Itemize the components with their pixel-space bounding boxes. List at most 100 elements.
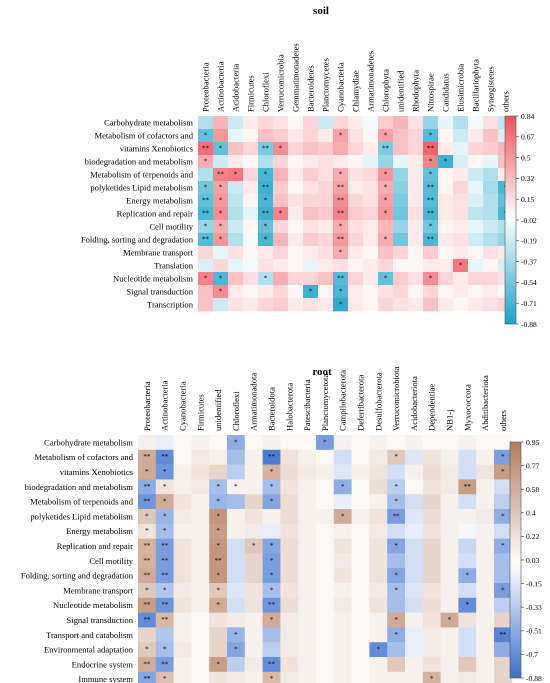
- soil-cell: [333, 220, 349, 234]
- soil-cell: [273, 129, 289, 143]
- root-cell: [333, 538, 352, 554]
- root-cell: [440, 597, 459, 613]
- root-cell: [227, 464, 246, 480]
- root-cell: [227, 671, 246, 683]
- root-cell: [476, 523, 495, 539]
- root-cell: [387, 509, 406, 525]
- root-cell: [244, 523, 263, 539]
- soil-cell: [318, 155, 334, 169]
- soil-significance-mark: **: [262, 145, 270, 153]
- soil-cell: [483, 285, 499, 299]
- soil-cell: [288, 220, 304, 234]
- soil-cell: [378, 142, 394, 156]
- soil-cell: [408, 207, 424, 221]
- soil-cell: [288, 116, 304, 130]
- root-significance-mark: *: [270, 557, 274, 565]
- root-cell: [405, 479, 424, 495]
- root-cell: [494, 464, 513, 480]
- soil-cell: [348, 298, 364, 312]
- soil-row-label: Metabolism of terpenoids and: [90, 170, 194, 180]
- root-cell: [173, 642, 192, 658]
- root-significance-mark: **: [143, 542, 151, 550]
- soil-cell: [423, 285, 439, 299]
- root-cell: [387, 523, 406, 539]
- soil-cell: [453, 116, 469, 130]
- root-cell: [316, 627, 335, 643]
- soil-cell: [363, 285, 379, 299]
- soil-cell: [243, 116, 259, 130]
- root-significance-mark: **: [143, 498, 151, 506]
- root-cell: [405, 523, 424, 539]
- soil-cell: [453, 129, 469, 143]
- root-cell: [494, 642, 513, 658]
- root-cell: [209, 612, 228, 628]
- root-cell: [280, 583, 299, 599]
- root-cell: [369, 657, 388, 673]
- soil-cell: [348, 181, 364, 195]
- soil-column-label: Nitrospirae: [426, 73, 436, 112]
- root-cell: [244, 612, 263, 628]
- root-cell: [316, 494, 335, 510]
- soil-cell: [273, 155, 289, 169]
- root-cell: [155, 583, 174, 599]
- root-cell: [333, 583, 352, 599]
- soil-heatmap: * * * *** * ** * ** *** * *** * * * * ** * ** ** * **** * * ** *…: [81, 43, 537, 329]
- root-cell: [280, 509, 299, 525]
- root-significance-mark: *: [163, 468, 167, 476]
- soil-column-label: Cyanobacteria: [336, 62, 346, 112]
- root-cell: [458, 642, 477, 658]
- soil-column-label: Armatimonadetes: [366, 50, 376, 112]
- soil-column-label: Candidatus: [441, 73, 451, 112]
- root-colorbar-tick-label: 0.58: [526, 485, 539, 494]
- soil-significance-mark: *: [339, 288, 343, 296]
- root-significance-mark: *: [234, 631, 238, 639]
- root-significance-mark: **: [499, 631, 507, 639]
- root-cell: [476, 509, 495, 525]
- soil-cell: [198, 298, 214, 312]
- soil-cell: [303, 207, 319, 221]
- root-cell: [227, 657, 246, 673]
- soil-row-label: Carbohydrate metabolism: [104, 118, 193, 128]
- root-cell: [298, 612, 317, 628]
- soil-cell: [198, 155, 214, 169]
- root-cell: [298, 464, 317, 480]
- root-cell: [280, 494, 299, 510]
- root-column-label: Deferribacterota: [356, 375, 366, 431]
- soil-significance-mark: *: [204, 184, 208, 192]
- root-significance-mark: **: [161, 453, 169, 461]
- root-cell: [155, 479, 174, 495]
- soil-cell: [363, 155, 379, 169]
- soil-cell: [393, 116, 409, 130]
- root-significance-mark: **: [143, 616, 151, 624]
- soil-cell: [318, 233, 334, 247]
- soil-cell: [363, 272, 379, 286]
- root-significance-mark: *: [216, 512, 220, 520]
- root-cell: [458, 435, 477, 451]
- root-cell: [387, 494, 406, 510]
- root-row-label: polyketides Lipid metabolism: [30, 511, 133, 521]
- root-significance-mark: *: [163, 675, 167, 683]
- root-cell: [191, 494, 210, 510]
- root-cell: [244, 642, 263, 658]
- root-row-label: vitamins Xenobiotics: [60, 467, 134, 477]
- root-cell: [405, 597, 424, 613]
- soil-cell: [468, 116, 484, 130]
- root-cell: [138, 597, 157, 613]
- soil-cell: [303, 116, 319, 130]
- root-cell: [209, 509, 228, 525]
- soil-cell: [198, 285, 214, 299]
- root-cell: [316, 568, 335, 584]
- soil-colorbar-tick-label: -0.71: [521, 299, 537, 308]
- soil-cell: [408, 129, 424, 143]
- soil-cell: [408, 285, 424, 299]
- root-significance-mark: *: [466, 601, 470, 609]
- root-significance-mark: *: [270, 542, 274, 550]
- root-cell: [440, 464, 459, 480]
- soil-cell: [273, 272, 289, 286]
- root-cell: [333, 671, 352, 683]
- root-cell: [333, 464, 352, 480]
- root-row-label: Energy metabolism: [66, 526, 133, 536]
- soil-cell: [243, 246, 259, 260]
- root-colorbar-tick-label: 0.77: [526, 461, 539, 470]
- soil-cell: [303, 259, 319, 273]
